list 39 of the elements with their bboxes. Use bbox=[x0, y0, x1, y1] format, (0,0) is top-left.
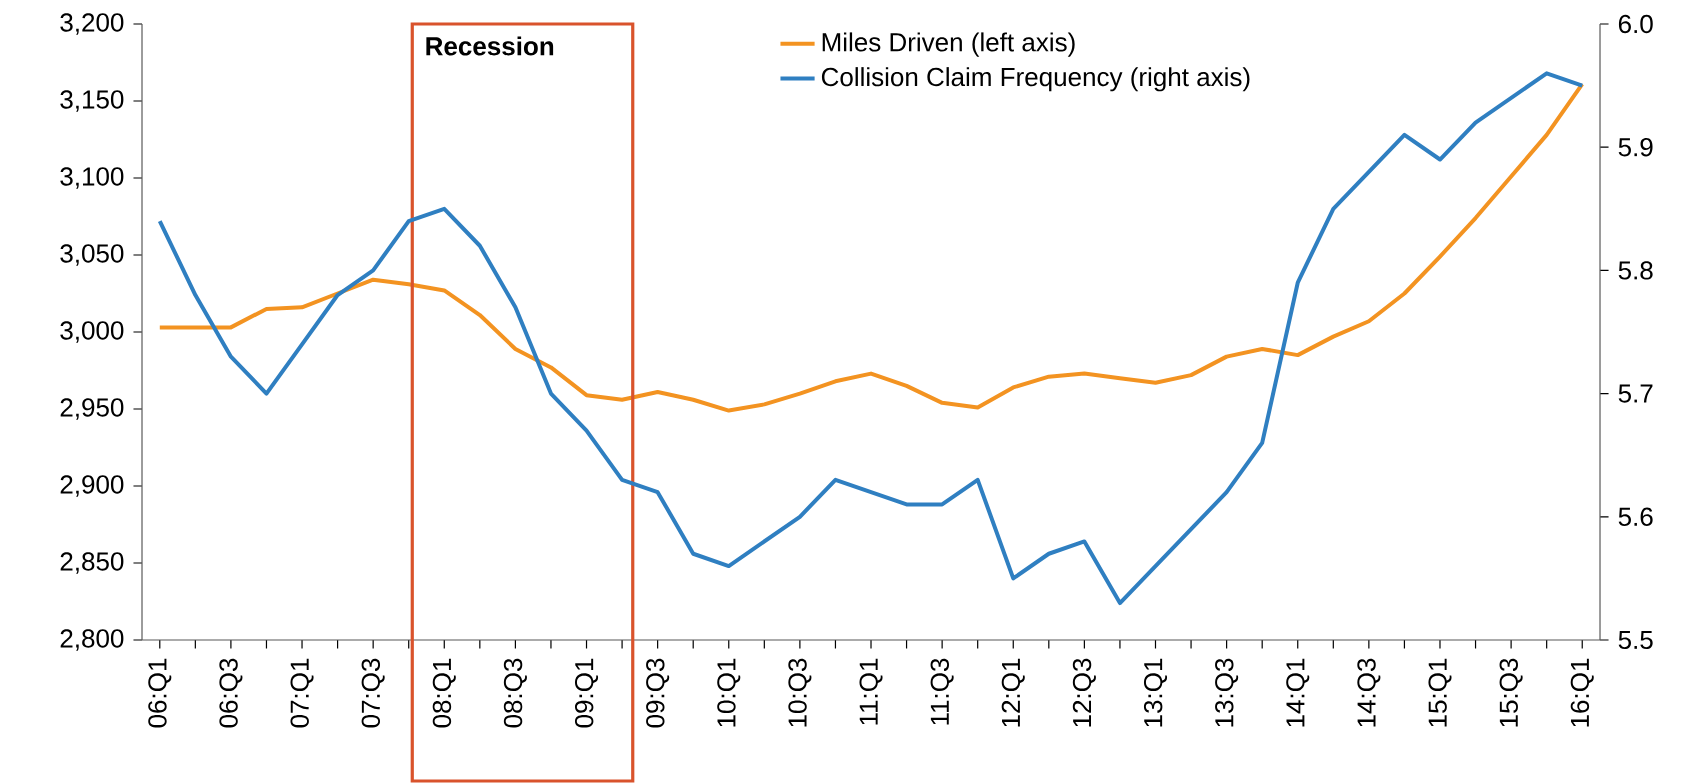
x-tick-label: 14:Q1 bbox=[1286, 658, 1310, 727]
x-tick-label: 12:Q1 bbox=[1001, 658, 1025, 727]
x-tick-label: 11:Q1 bbox=[859, 658, 883, 725]
legend-label: Miles Driven (left axis) bbox=[822, 32, 1075, 57]
y2-tick-label: 5.8 bbox=[1618, 261, 1653, 280]
y-tick-label: 3,000 bbox=[60, 321, 124, 343]
x-tick-label: 16:Q1 bbox=[1570, 658, 1594, 727]
x-tick-label: 08:Q1 bbox=[432, 658, 456, 728]
y-tick-label: 3,150 bbox=[60, 90, 124, 112]
legend-label: Collision Claim Frequency (right axis) bbox=[821, 67, 1250, 92]
y2-tick-label: 6.0 bbox=[1618, 14, 1653, 34]
x-tick-label: 13:Q1 bbox=[1143, 658, 1168, 727]
y-tick-label: 2,850 bbox=[60, 552, 124, 574]
y-tick-label: 3,100 bbox=[60, 167, 124, 189]
y2-tick-label: 5.6 bbox=[1618, 507, 1653, 526]
x-tick-label: 07:Q1 bbox=[290, 658, 314, 728]
x-tick-label: 09:Q3 bbox=[646, 658, 670, 728]
x-tick-label: 06:Q3 bbox=[219, 658, 243, 728]
y2-tick-label: 5.9 bbox=[1618, 137, 1653, 157]
x-tick-label: 15:Q1 bbox=[1428, 658, 1452, 727]
y-tick-label: 2,800 bbox=[60, 629, 124, 651]
x-tick-label: 15:Q3 bbox=[1499, 658, 1523, 727]
y2-tick-label: 5.5 bbox=[1618, 630, 1653, 650]
x-tick-label: 12:Q3 bbox=[1072, 658, 1096, 727]
x-tick-label: 06:Q1 bbox=[148, 658, 172, 728]
x-tick-label: 08:Q3 bbox=[503, 658, 527, 728]
annotation: Recession bbox=[426, 36, 554, 56]
x-tick-label: 10:Q3 bbox=[788, 658, 812, 727]
x-tick-label: 09:Q1 bbox=[574, 658, 599, 728]
x-tick-label: 10:Q1 bbox=[717, 658, 741, 727]
y2-tick-label: 5.7 bbox=[1618, 384, 1653, 403]
y-tick-label: 3,200 bbox=[60, 13, 124, 35]
y-tick-label: 3,050 bbox=[60, 244, 124, 266]
x-tick-label: 07:Q3 bbox=[361, 658, 385, 728]
x-tick-label: 14:Q3 bbox=[1357, 658, 1381, 727]
x-tick-label: 11:Q3 bbox=[930, 658, 954, 725]
y-tick-label: 2,950 bbox=[60, 398, 124, 420]
x-tick-label: 13:Q3 bbox=[1215, 658, 1239, 727]
y-tick-label: 2,900 bbox=[60, 475, 124, 497]
